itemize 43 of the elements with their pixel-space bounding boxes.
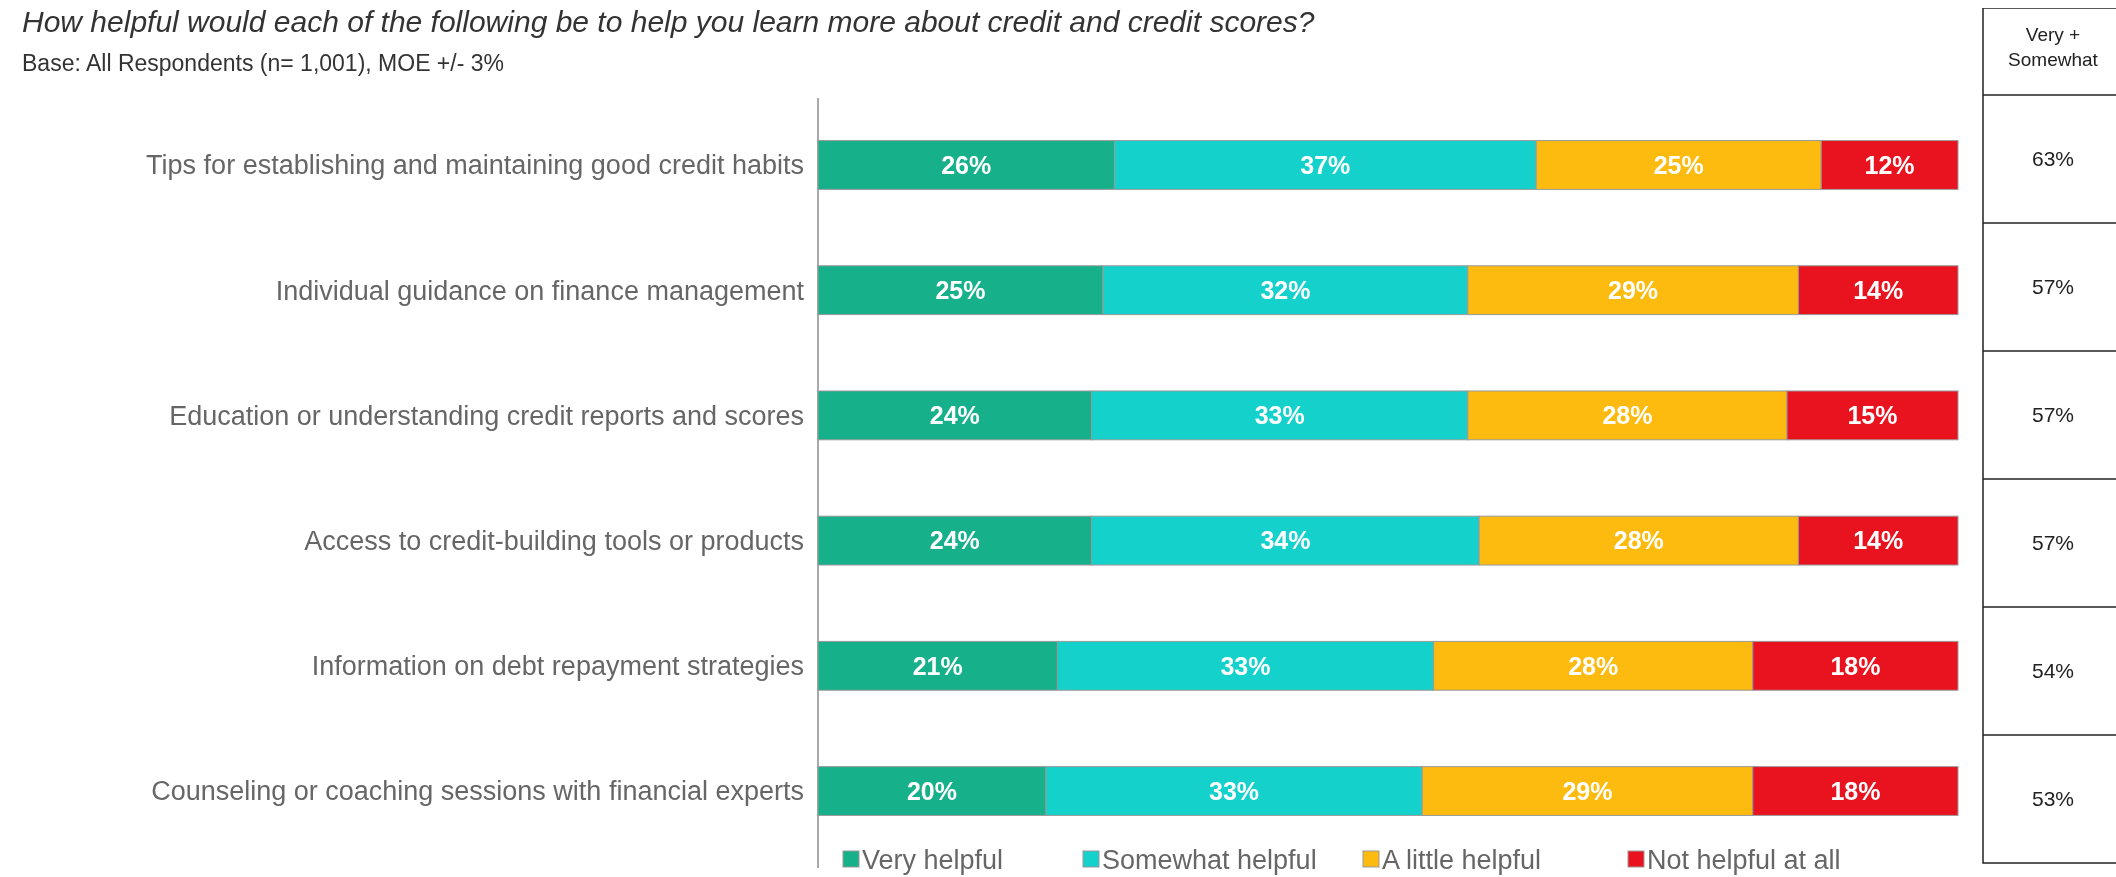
data-label: 20%	[906, 776, 958, 805]
data-label: 26%	[941, 150, 992, 179]
y-tick-label: Counseling or coaching sessions with financial experts	[151, 776, 804, 807]
legend-label: A little helpful	[1382, 845, 1542, 876]
data-label: 37%	[1300, 150, 1351, 179]
chart-title: How helpful would each of the following be to help you learn more about credit and credit scores?	[22, 5, 1315, 38]
y-tick-label: Access to credit-building tools or products	[304, 526, 804, 557]
y-tick-label: Tips for establishing and maintaining good credit habits	[146, 150, 804, 181]
data-label: 25%	[1653, 150, 1704, 179]
data-label: 33%	[1209, 776, 1260, 805]
y-tick-label: Education or understanding credit reports and scores	[169, 400, 804, 431]
text: 54%	[2031, 659, 2075, 683]
data-label: 32%	[1260, 275, 1311, 304]
legend-label: Not helpful at all	[1647, 845, 1841, 876]
text: 57%	[2031, 403, 2075, 427]
data-label: 25%	[935, 275, 986, 304]
y-tick-label: Individual guidance on finance management	[275, 275, 805, 306]
data-label: 14%	[1853, 526, 1904, 555]
text: Very + Somewhat	[2008, 24, 2099, 70]
data-label: 28%	[1613, 526, 1664, 555]
text: Base: All Respondents (n= 1,001), MOE +/- 3%	[22, 50, 504, 76]
data-label: 29%	[1562, 776, 1613, 805]
legend-label: Somewhat helpful	[1102, 845, 1317, 876]
data-label: 33%	[1254, 401, 1305, 430]
data-label: 18%	[1830, 651, 1881, 680]
data-label: 15%	[1847, 401, 1898, 430]
data-label: 21%	[912, 651, 963, 680]
data-label: 28%	[1568, 651, 1619, 680]
data-label: 14%	[1853, 275, 1904, 304]
data-label: 24%	[929, 526, 980, 555]
text: 53%	[2031, 787, 2075, 811]
text: 57%	[2031, 275, 2075, 299]
data-label: 28%	[1602, 401, 1653, 430]
y-tick-label: Information on debt repayment strategies	[311, 651, 804, 682]
data-label: 29%	[1608, 275, 1659, 304]
data-label: 33%	[1220, 651, 1271, 680]
data-label: 34%	[1260, 526, 1311, 555]
text: 63%	[2031, 147, 2075, 171]
data-label: 18%	[1830, 776, 1881, 805]
data-label: 12%	[1864, 150, 1915, 179]
text: 57%	[2031, 531, 2075, 555]
legend-label: Very helpful	[862, 845, 1004, 876]
data-label: 24%	[929, 401, 980, 430]
